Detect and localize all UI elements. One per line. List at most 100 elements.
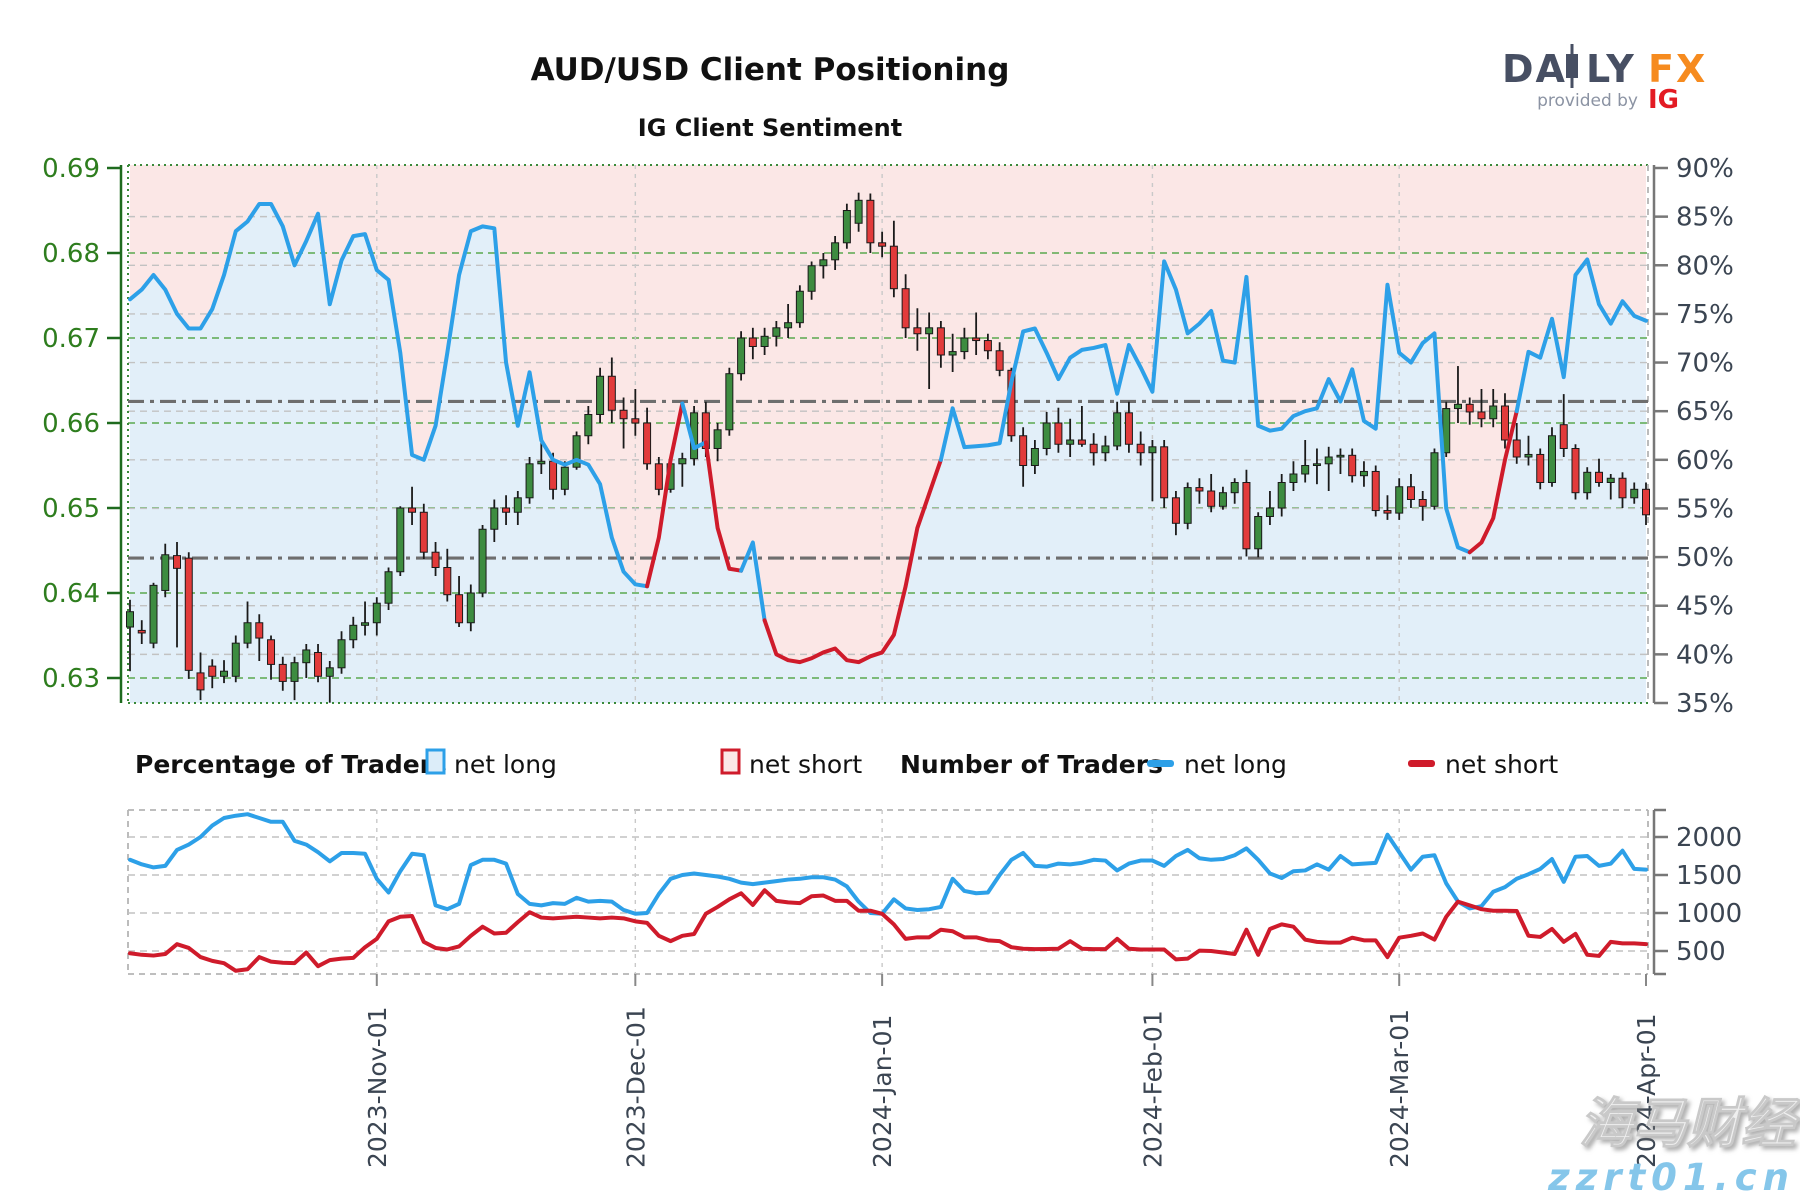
candle — [1254, 516, 1263, 550]
logo-text-da: DA — [1502, 47, 1567, 91]
candle — [1594, 471, 1603, 483]
price-tick-label: 0.69 — [42, 154, 100, 184]
candle — [196, 672, 205, 691]
candle — [866, 199, 875, 244]
candle — [1277, 482, 1286, 509]
price-tick-label: 0.68 — [42, 239, 100, 269]
reference-lines — [128, 399, 1648, 560]
percent-tick-label: 55% — [1676, 494, 1734, 524]
candle — [302, 649, 311, 664]
date-tick-label: 2024-Mar-01 — [1385, 1009, 1414, 1168]
candle — [490, 507, 499, 530]
candle — [502, 507, 511, 513]
candle — [960, 337, 969, 353]
candle — [983, 340, 992, 352]
candle — [713, 429, 722, 449]
legend-pct-title: Percentage of Traders — [135, 750, 447, 779]
date-tick-label: 2024-Jan-01 — [868, 1015, 897, 1168]
main-gridlines — [127, 164, 1649, 704]
date-tick-label: 2023-Dec-01 — [621, 1006, 650, 1168]
candle — [337, 639, 346, 669]
watermark-line1: 海马财经 — [1579, 1092, 1800, 1155]
candle — [1218, 492, 1227, 507]
candle — [208, 665, 217, 677]
candle — [1195, 487, 1204, 492]
candle — [1453, 403, 1462, 410]
watermark-line2: zzrt01.cn — [1547, 1156, 1795, 1199]
candle — [1465, 403, 1474, 413]
legend-num-title: Number of Traders — [900, 750, 1163, 779]
candle — [737, 337, 746, 375]
candle — [936, 327, 945, 356]
candle — [419, 511, 428, 553]
candle — [1571, 448, 1580, 494]
candle — [1183, 487, 1192, 524]
candlestick-icon — [1566, 44, 1578, 88]
candle — [1230, 482, 1239, 494]
price-tick-label: 0.63 — [42, 664, 100, 694]
candle — [173, 555, 182, 569]
candle — [1066, 439, 1075, 445]
candle — [466, 592, 475, 624]
candle — [925, 327, 934, 335]
candle — [596, 375, 605, 415]
candle — [1054, 422, 1063, 445]
date-tick-label: 2024-Apr-01 — [1632, 1013, 1661, 1168]
price-tick-label: 0.66 — [42, 409, 100, 439]
candle — [1383, 510, 1392, 514]
candle — [478, 528, 487, 594]
candle — [1077, 439, 1086, 445]
candle — [1171, 497, 1180, 524]
candle — [1042, 422, 1051, 449]
candle — [255, 622, 264, 639]
percent-tick-label: 45% — [1676, 592, 1734, 622]
candle — [1301, 465, 1310, 475]
traders-line-net-short — [128, 888, 1648, 973]
candle — [372, 602, 381, 624]
candle — [1618, 477, 1627, 499]
candle — [396, 507, 405, 573]
candle — [220, 670, 229, 677]
candle — [1500, 405, 1509, 441]
percent-tick-label: 85% — [1676, 203, 1734, 233]
candle — [384, 571, 393, 604]
candle — [137, 629, 146, 634]
candle — [1148, 446, 1157, 454]
candle — [184, 557, 193, 671]
candle — [1207, 490, 1216, 507]
candle — [1113, 412, 1122, 447]
candle — [784, 322, 793, 329]
candle — [995, 350, 1004, 371]
candle — [361, 622, 370, 626]
candle — [678, 458, 687, 465]
candle — [1489, 405, 1498, 420]
traders-tick-label: 2000 — [1676, 823, 1742, 853]
charts-render-root: 0.69 0.68 0.67 0.66 0.65 0.64 0.63 90% 85% 80% 75%… — [42, 154, 1742, 1168]
page-title: AUD/USD Client Positioning — [531, 52, 1010, 88]
net-short-line-swatch — [1408, 760, 1435, 767]
net-long-line-swatch — [1147, 760, 1174, 767]
traders-tick-label: 1000 — [1676, 899, 1742, 929]
candle — [1101, 445, 1110, 454]
candle — [819, 259, 828, 267]
candle — [1536, 453, 1545, 484]
price-tick-label: 0.67 — [42, 324, 100, 354]
candle — [349, 624, 358, 641]
candle — [1406, 486, 1415, 500]
price-tick-label: 0.64 — [42, 579, 100, 609]
candle — [1606, 477, 1615, 483]
percent-tick-label: 70% — [1676, 349, 1734, 379]
candle — [631, 418, 640, 424]
candle — [725, 373, 734, 431]
candle — [748, 337, 757, 347]
date-tick-label: 2023-Nov-01 — [363, 1006, 392, 1168]
ig-logo: IG — [1648, 85, 1679, 115]
candle — [795, 290, 804, 324]
candle — [1630, 488, 1639, 499]
candle — [231, 642, 240, 677]
legend: Percentage of Traders net long net short… — [135, 748, 1558, 779]
legend-pct-net-short: net short — [749, 750, 862, 779]
candle — [1124, 412, 1133, 445]
date-tick-label: 2024-Feb-01 — [1138, 1010, 1167, 1168]
